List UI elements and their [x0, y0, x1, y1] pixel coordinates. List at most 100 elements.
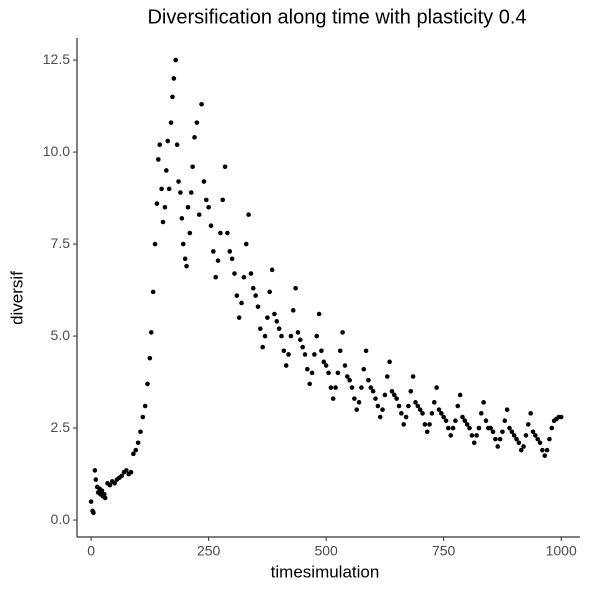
point [102, 495, 108, 501]
point [101, 492, 107, 497]
point [493, 436, 498, 442]
point [265, 315, 270, 320]
point [363, 348, 369, 354]
point [150, 289, 156, 295]
point [227, 249, 233, 254]
point [547, 436, 552, 442]
point [380, 407, 385, 412]
point [168, 120, 174, 125]
point [142, 403, 148, 409]
point [211, 249, 216, 254]
point [253, 293, 258, 298]
point [387, 359, 392, 365]
point [182, 256, 188, 262]
point [460, 414, 465, 420]
point [124, 468, 129, 473]
point [199, 101, 204, 107]
point [530, 429, 536, 435]
point [403, 414, 409, 420]
point [330, 396, 336, 401]
point [436, 407, 442, 412]
point [258, 326, 263, 332]
point [279, 333, 284, 339]
point [377, 414, 383, 420]
point [208, 223, 214, 228]
point [236, 315, 242, 320]
point [206, 204, 211, 210]
point [241, 274, 247, 280]
point [300, 344, 305, 350]
point [218, 230, 223, 236]
point [415, 403, 421, 409]
point [424, 429, 430, 435]
point [314, 333, 320, 339]
point [283, 363, 289, 368]
x-tick-label: 750 [432, 543, 456, 559]
point [540, 447, 545, 453]
point [384, 374, 390, 379]
point [91, 510, 96, 516]
point [312, 352, 317, 357]
point [190, 164, 195, 170]
point [321, 359, 327, 365]
point [533, 433, 538, 438]
point [507, 425, 512, 431]
point [196, 212, 202, 217]
point [295, 330, 301, 335]
point [453, 418, 458, 424]
point [145, 381, 150, 387]
point [439, 411, 444, 416]
point [316, 311, 322, 317]
point [500, 429, 505, 435]
point [542, 453, 548, 458]
point [170, 94, 175, 100]
point [173, 57, 179, 63]
point [194, 120, 200, 125]
point [518, 447, 524, 453]
point [544, 447, 550, 453]
point [232, 271, 237, 276]
point [342, 363, 348, 368]
point [234, 293, 240, 298]
point [148, 330, 154, 335]
point [370, 388, 376, 394]
point [135, 440, 141, 446]
point [340, 330, 345, 335]
point [269, 267, 275, 273]
point [276, 326, 282, 332]
point [434, 385, 439, 390]
point [333, 385, 338, 390]
point [147, 355, 153, 361]
point [476, 425, 482, 431]
point [399, 411, 404, 416]
point [220, 197, 226, 203]
point [176, 179, 181, 184]
point [112, 480, 117, 486]
point [455, 403, 461, 409]
point [406, 403, 411, 409]
x-tick-label: 500 [314, 543, 338, 559]
point [99, 488, 105, 493]
point [457, 392, 463, 398]
point [248, 271, 254, 276]
point [509, 429, 515, 435]
point [246, 212, 251, 217]
point [396, 403, 402, 409]
point [356, 400, 362, 405]
point [326, 370, 331, 376]
point [225, 230, 230, 236]
point [394, 396, 399, 401]
point [262, 333, 268, 339]
point [272, 311, 277, 317]
point [328, 385, 334, 390]
point [410, 374, 416, 379]
point [243, 241, 249, 247]
point [290, 308, 296, 313]
point [450, 425, 456, 431]
point [293, 285, 298, 291]
point [165, 138, 171, 144]
point [504, 407, 510, 412]
point [337, 348, 343, 354]
point [497, 436, 503, 442]
point [352, 396, 357, 401]
